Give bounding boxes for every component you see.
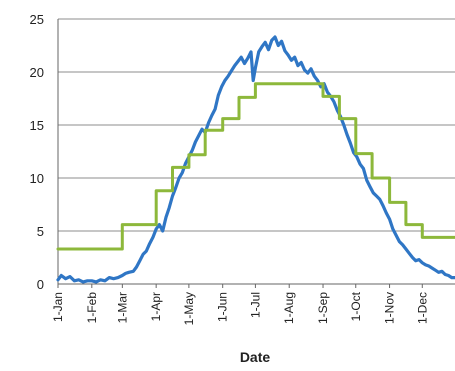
y-tick-label: 0	[37, 277, 44, 292]
x-tick-label: 1-Feb	[85, 292, 99, 324]
daily-series-line	[56, 35, 455, 284]
x-tick-label: 1-Jun	[216, 292, 230, 322]
y-tick-label: 15	[30, 118, 44, 133]
y-tick-label: 25	[30, 12, 44, 27]
series-lines	[56, 35, 455, 284]
x-tick-label: 1-Nov	[383, 292, 397, 324]
x-tick-label: 1-Aug	[282, 292, 296, 324]
y-tick-label: 5	[37, 224, 44, 239]
x-tick-label: 1-Apr	[149, 292, 163, 321]
x-axis-title: Date	[240, 349, 271, 365]
x-tick-label: 1-Sep	[316, 292, 330, 324]
grid-lines	[57, 18, 455, 288]
y-tick-label: 20	[30, 65, 44, 80]
x-tick-label: 1-Jul	[248, 292, 262, 318]
x-tick-label: 1-Jan	[51, 292, 65, 322]
x-tick-label: 1-Dec	[415, 292, 429, 324]
x-tick-label: 1-Mar	[115, 292, 129, 323]
y-tick-label: 10	[30, 171, 44, 186]
x-tick-label: 1-May	[182, 292, 196, 325]
x-tick-label: 1-Oct	[349, 291, 363, 321]
x-tick-labels: 1-Jan 1-Feb 1-Mar 1-Apr 1-May 1-Jun 1-Jul 1-Aug…	[51, 291, 429, 325]
y-tick-labels: 0 5 10 15 20 25	[30, 12, 44, 292]
step-series-line	[56, 82, 455, 251]
